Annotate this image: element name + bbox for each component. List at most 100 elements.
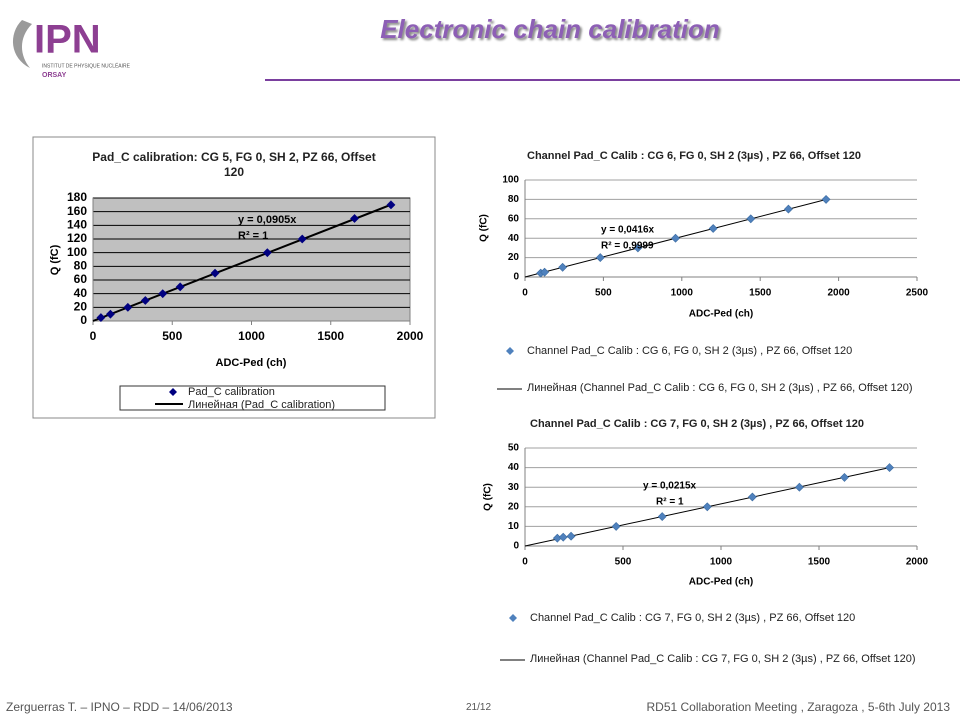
chart-title: Channel Pad_C Calib : CG 7, FG 0, SH 2 (… [530,418,864,430]
y-tick-label: 20 [508,252,520,263]
y-axis-label: Q (fC) [483,483,494,511]
x-tick-label: 1000 [710,557,733,568]
x-tick-label: 500 [615,557,632,568]
x-axis-label: ADC-Ped (ch) [689,577,753,588]
legend-label: Channel Pad_C Calib : CG 7, FG 0, SH 2 (… [530,612,855,624]
trend-equation: y = 0,0416x [601,225,655,236]
data-point [783,204,793,214]
y-axis-label: Q (fC) [49,244,61,275]
legend-label: Channel Pad_C Calib : CG 6, FG 0, SH 2 (… [527,345,852,357]
x-tick-label: 2000 [827,288,850,299]
x-tick-label: 2500 [906,288,929,299]
trend-r2: R² = 1 [656,497,684,508]
data-point [175,282,185,292]
x-tick-label: 1000 [238,329,265,343]
x-tick-label: 500 [162,329,182,343]
trend-r2: R² = 1 [238,230,268,242]
data-point [566,531,576,541]
y-tick-label: 20 [74,300,88,314]
y-tick-label: 140 [67,218,87,232]
data-point [794,482,804,492]
data-point [386,200,396,210]
legend-marker [509,614,517,622]
legend-label: Линейная (Channel Pad_C Calib : CG 6, FG… [527,382,913,394]
x-tick-label: 0 [522,557,528,568]
data-point [540,267,550,277]
data-point [702,502,712,512]
y-tick-label: 0 [80,313,87,327]
y-tick-label: 30 [508,482,520,493]
slide-title: Electronic chain calibration [380,14,720,44]
legend-label: Линейная (Pad_C calibration) [188,399,336,411]
legend-marker [506,347,514,355]
trend-r2: R² = 0,9999 [601,241,654,252]
data-point [746,214,756,224]
chart-title: Pad_C calibration: CG 5, FG 0, SH 2, PZ … [92,150,376,179]
data-point [747,492,757,502]
logo-swoosh [12,20,32,68]
y-axis-label: Q (fC) [479,214,490,242]
legend-label: Pad_C calibration [188,386,275,398]
data-point [558,532,568,542]
x-tick-label: 500 [595,288,612,299]
y-tick-label: 160 [67,204,87,218]
data-point [708,224,718,233]
y-tick-label: 20 [508,501,520,512]
x-tick-label: 1500 [808,557,831,568]
data-point [210,268,220,278]
data-point [633,243,643,253]
data-point [297,234,307,244]
footer-left: Zerguerras T. – IPNO – RDD – 14/06/2013 [6,700,233,714]
trend-equation: y = 0,0215x [643,481,697,492]
data-point [671,233,680,243]
legend-marker [169,388,177,396]
data-point [657,512,667,522]
data-point [262,248,272,258]
y-tick-label: 100 [67,245,87,259]
y-tick-label: 180 [67,190,87,204]
x-tick-label: 0 [90,329,97,343]
x-tick-label: 1500 [749,288,772,299]
y-tick-label: 60 [508,213,520,224]
y-tick-label: 10 [508,521,520,532]
plot-area [525,180,917,277]
x-tick-label: 2000 [906,557,929,568]
data-point [96,313,106,323]
data-point [885,463,894,473]
x-axis-label: ADC-Ped (ch) [216,357,287,369]
data-point [840,472,849,482]
x-axis-label: ADC-Ped (ch) [689,309,753,320]
y-tick-label: 0 [513,541,519,552]
data-point [158,289,168,299]
footer-center: 21/12 [466,702,492,713]
y-tick-label: 80 [508,194,520,205]
plot-area [525,448,917,546]
y-tick-label: 80 [74,259,88,273]
x-tick-label: 2000 [397,329,424,343]
logo-text: IPN [34,18,101,62]
y-tick-label: 40 [74,286,88,300]
data-point [558,262,568,272]
y-tick-label: 40 [508,462,520,473]
legend-label: Линейная (Channel Pad_C Calib : CG 7, FG… [530,653,916,665]
y-tick-label: 0 [513,272,519,283]
x-tick-label: 0 [522,288,528,299]
x-tick-label: 1000 [671,288,694,299]
legend-box [119,385,386,411]
chart-title: Channel Pad_C Calib : CG 6, FG 0, SH 2 (… [527,150,861,162]
y-tick-label: 50 [508,443,520,454]
y-tick-label: 120 [67,231,87,245]
data-point [595,253,605,263]
trend-equation: y = 0,0905x [238,214,297,226]
data-point [350,214,359,223]
logo-city: ORSAY [42,72,67,79]
footer-right: RD51 Collaboration Meeting , Zaragoza , … [646,700,950,714]
y-tick-label: 40 [508,233,520,244]
logo-subtitle: INSTITUT DE PHYSIQUE NUCLÉAIRE [42,62,131,69]
data-point [123,302,133,312]
data-point [611,521,621,531]
data-point [106,309,115,319]
y-tick-label: 60 [74,272,88,286]
